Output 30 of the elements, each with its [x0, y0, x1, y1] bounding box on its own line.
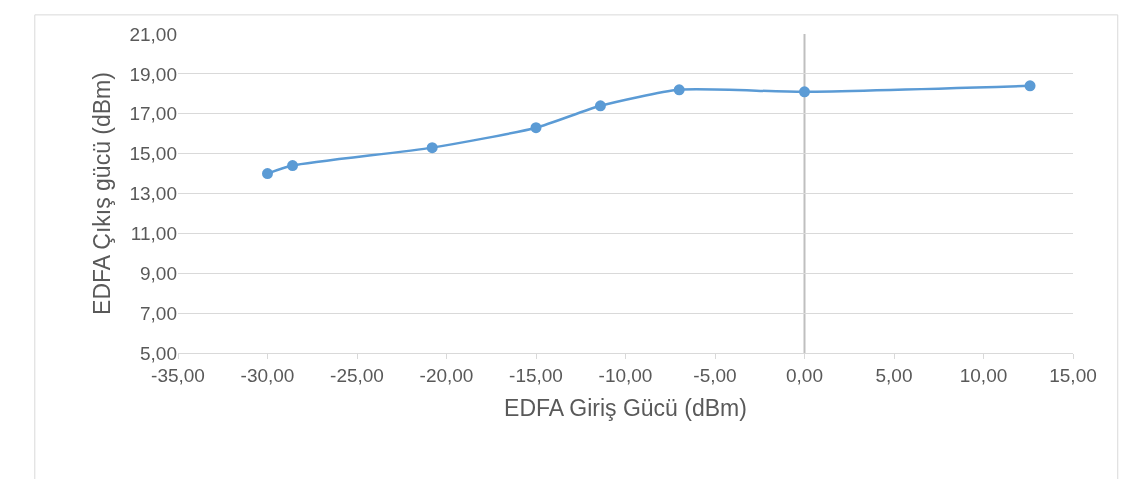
x-axis-title: EDFA Giriş Gücü (dBm) — [504, 395, 747, 422]
point — [530, 122, 542, 134]
y-tick-label: 17,00 — [129, 103, 177, 125]
y-tick-label: 15,00 — [129, 143, 177, 165]
x-tick-label: -25,00 — [330, 364, 384, 386]
x-tick-label: -30,00 — [240, 364, 295, 386]
y-tick-label: 5,00 — [140, 342, 177, 364]
y-tick-label: 13,00 — [129, 183, 177, 205]
x-tick-label: -15,00 — [509, 364, 563, 386]
point — [262, 168, 273, 180]
point — [594, 100, 606, 112]
y-tick-label: 9,00 — [140, 262, 177, 284]
y-tick-label: 7,00 — [140, 302, 177, 324]
y-axis-title: EDFA Çıkış gücü (dBm) — [88, 72, 115, 315]
x-tick-label: -20,00 — [419, 364, 474, 386]
point — [287, 160, 299, 172]
y-tick-label: 11,00 — [130, 223, 177, 245]
x-tick-label: 0,00 — [786, 364, 823, 386]
point — [799, 86, 810, 98]
x-tick-label: -5,00 — [693, 364, 737, 386]
x-tick-label: 10,00 — [959, 364, 1008, 386]
point — [1024, 80, 1036, 92]
y-tick-label: 21,00 — [129, 23, 177, 45]
x-tick-label: 15,00 — [1049, 364, 1097, 386]
x-tick-label: -35,00 — [151, 364, 205, 386]
y-tick-label: 19,00 — [129, 63, 177, 85]
point — [426, 142, 438, 154]
x-tick-label: -10,00 — [598, 364, 653, 386]
x-tick-label: 5,00 — [875, 364, 913, 386]
point — [673, 84, 685, 96]
